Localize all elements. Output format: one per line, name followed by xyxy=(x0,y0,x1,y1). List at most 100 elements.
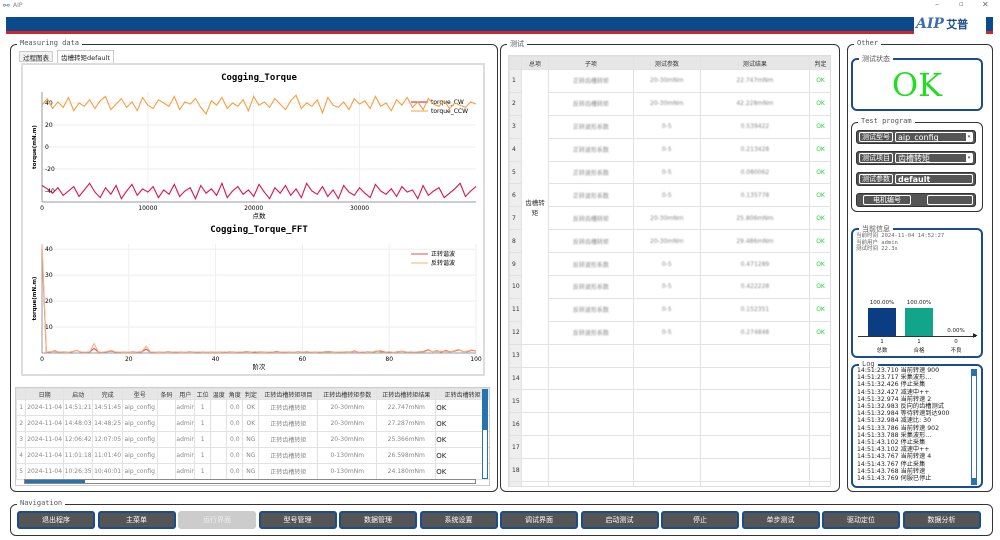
table-cell xyxy=(632,435,701,460)
model-select[interactable]: aip_config xyxy=(895,132,973,142)
scroll-thumb[interactable] xyxy=(483,390,487,430)
table-row[interactable]: 1 齿槽转矩 正转齿槽转矩 20-30mNm 22.747mNm OK xyxy=(509,69,830,345)
serial-input[interactable] xyxy=(927,195,973,205)
chart-title: Cogging_Torque xyxy=(221,72,297,83)
table-cell: 12:06:42 xyxy=(62,431,94,448)
table-row[interactable]: 10 反转波形系数 0-5 0.422228 OK xyxy=(509,275,830,299)
table-row[interactable]: 6 正转波形系数 0-5 0.135778 OK xyxy=(509,183,830,208)
nav-button-11[interactable]: 数据分析 xyxy=(902,511,981,529)
table-row[interactable]: 2 反转齿槽转矩 20-30mNm 42.228mNm OK xyxy=(509,91,830,116)
table-row[interactable]: 19 xyxy=(509,481,830,486)
column-header[interactable]: 正转齿槽转矩结果 xyxy=(376,388,437,400)
row-number: 9 xyxy=(509,252,523,277)
table-cell: 24.180mNm xyxy=(376,463,437,480)
table-cell: 2024-11-04 xyxy=(25,399,64,416)
column-header[interactable]: 条码 xyxy=(156,388,177,400)
table-cell: OK xyxy=(242,415,260,432)
legend-label: torque_CCW xyxy=(431,108,468,115)
row-number: 13 xyxy=(509,343,523,368)
table-cell: OK xyxy=(809,206,830,231)
history-hscrollbar[interactable] xyxy=(24,479,476,484)
test-status-box: 测试状态 OK xyxy=(851,54,983,111)
column-header[interactable]: 子项 xyxy=(547,56,634,70)
column-header[interactable]: 日期 xyxy=(25,388,64,400)
column-header[interactable]: 测试结果 xyxy=(699,56,811,70)
y-tick-label: 20 xyxy=(45,298,53,305)
table-row[interactable]: 3 正转波形系数 0-5 0.539422 OK xyxy=(509,114,830,139)
minimize-icon[interactable]: – xyxy=(935,0,939,9)
column-header[interactable]: 温度 xyxy=(210,388,228,400)
nav-button-8[interactable]: 停止 xyxy=(661,511,739,529)
table-row[interactable]: 2 2024-11-04 14:48:03 14:48:25 aip_config adm… xyxy=(16,415,489,432)
nav-button-9[interactable]: 单步测试 xyxy=(741,511,820,529)
scroll-up-icon[interactable] xyxy=(972,370,976,376)
column-header[interactable]: 总项 xyxy=(521,56,549,70)
table-cell: aip_config xyxy=(121,415,158,432)
nav-button-10[interactable]: 驱动定位 xyxy=(822,511,900,529)
nav-button-0[interactable]: 退出程序 xyxy=(17,511,95,529)
table-row[interactable]: 12 反转波形系数 0-5 0.274848 OK xyxy=(509,320,830,345)
table-row[interactable]: 7 反转齿槽转矩 20-30mNm 25.806mNm OK xyxy=(509,206,830,231)
table-row[interactable]: 5 2024-11-04 10:26:35 10:40:01 aip_config adm… xyxy=(16,463,489,480)
column-header[interactable]: 型号 xyxy=(121,388,158,400)
table-cell: OK xyxy=(809,297,830,322)
chevron-down-icon[interactable]: ▾ xyxy=(966,154,972,162)
table-row[interactable]: 4 正转波形系数 0-5 0.213428 OK xyxy=(509,137,830,162)
row-number: 8 xyxy=(509,229,523,254)
table-row[interactable]: 14 xyxy=(509,366,830,391)
table-row[interactable]: 11 反转波形系数 0-5 0.152351 OK xyxy=(509,297,830,322)
column-header[interactable]: 判定 xyxy=(242,388,260,400)
column-header[interactable]: 正转齿槽转矩参数 xyxy=(317,388,378,400)
scroll-thumb[interactable] xyxy=(25,480,85,483)
table-cell xyxy=(809,435,830,460)
table-cell: 正转波形系数 xyxy=(547,160,634,185)
log-line: 14:51:43.767 停止采集 xyxy=(857,460,926,468)
column-header[interactable]: 用户 xyxy=(175,388,196,400)
group-title: Measuring data xyxy=(17,39,83,47)
nav-button-4[interactable]: 数据管理 xyxy=(339,511,417,529)
log-line: 14:51:43.102 减速中++ xyxy=(857,446,930,454)
table-cell: 0-5 xyxy=(632,160,701,185)
nav-button-7[interactable]: 启动测试 xyxy=(580,511,659,529)
nav-button-3[interactable]: 型号管理 xyxy=(258,511,337,529)
nav-button-5[interactable]: 系统设置 xyxy=(419,511,498,529)
column-header[interactable]: 启动 xyxy=(62,388,94,400)
column-header[interactable] xyxy=(16,388,27,400)
column-header[interactable] xyxy=(509,56,523,70)
table-row[interactable]: 1 2024-11-04 14:51:21 14:51:45 aip_config adm… xyxy=(16,399,489,416)
nav-button-2[interactable]: 运行界面 xyxy=(178,511,256,529)
group-cell xyxy=(521,412,549,437)
table-row[interactable]: 17 xyxy=(509,435,830,460)
tab-cogging-default[interactable]: 齿槽转矩default xyxy=(57,50,114,63)
table-row[interactable]: 4 2024-11-04 11:01:18 11:01:40 aip_config adm… xyxy=(16,447,489,464)
table-row[interactable]: 5 正转波形系数 0-5 0.080062 OK xyxy=(509,160,830,185)
tab-process-chart[interactable]: 过程图表 xyxy=(19,51,53,62)
column-header[interactable]: 角度 xyxy=(226,388,244,400)
column-header[interactable]: 工位 xyxy=(194,388,212,400)
log-vscrollbar[interactable] xyxy=(971,369,977,485)
chevron-down-icon[interactable]: ▾ xyxy=(966,133,972,141)
column-header[interactable]: 判定 xyxy=(809,56,830,70)
table-cell: 正转齿槽转矩 xyxy=(258,447,319,464)
table-row[interactable]: 16 xyxy=(509,412,830,437)
column-header[interactable]: 正转齿槽转矩项目 xyxy=(258,388,319,400)
table-row[interactable]: 9 反转波形系数 0-5 0.471289 OK xyxy=(509,252,830,277)
x-tick-label: 20000 xyxy=(244,205,263,212)
param-row: 测试参数 default xyxy=(856,172,976,186)
item-select[interactable]: 齿槽转矩 xyxy=(895,153,973,163)
table-cell xyxy=(809,481,830,486)
scroll-down-icon[interactable] xyxy=(972,478,976,484)
table-row[interactable]: 18 xyxy=(509,458,830,483)
column-header[interactable]: 完成 xyxy=(92,388,123,400)
table-row[interactable]: 15 xyxy=(509,389,830,414)
table-row[interactable]: 8 反转齿槽转矩 20-30mNm 29.486mNm OK xyxy=(509,229,830,254)
nav-button-6[interactable]: 调试界面 xyxy=(500,511,578,529)
column-header[interactable]: 测试参数 xyxy=(632,56,701,70)
table-row[interactable]: 13 xyxy=(509,343,830,368)
maximize-icon[interactable]: ▫ xyxy=(959,0,964,8)
table-row[interactable]: 3 2024-11-04 12:06:42 12:07:05 aip_config adm… xyxy=(16,431,489,448)
history-vscrollbar[interactable] xyxy=(482,389,488,479)
nav-button-1[interactable]: 主菜单 xyxy=(97,511,176,529)
close-icon[interactable]: ✕ xyxy=(982,0,989,9)
